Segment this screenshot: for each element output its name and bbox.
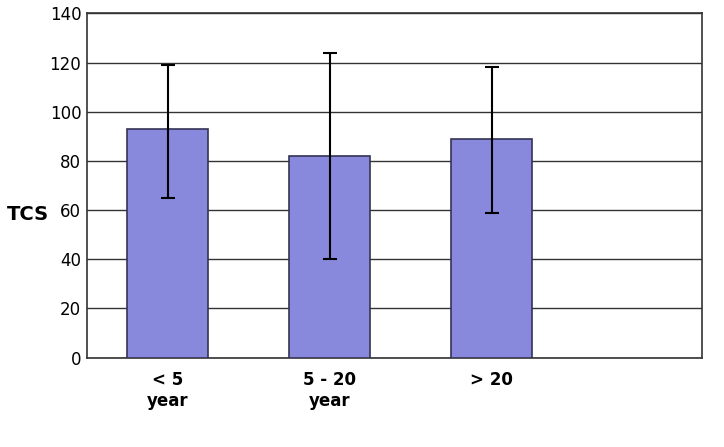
Bar xyxy=(451,139,532,358)
Bar xyxy=(127,129,209,358)
Text: TCS: TCS xyxy=(7,205,49,224)
Bar xyxy=(290,156,370,358)
